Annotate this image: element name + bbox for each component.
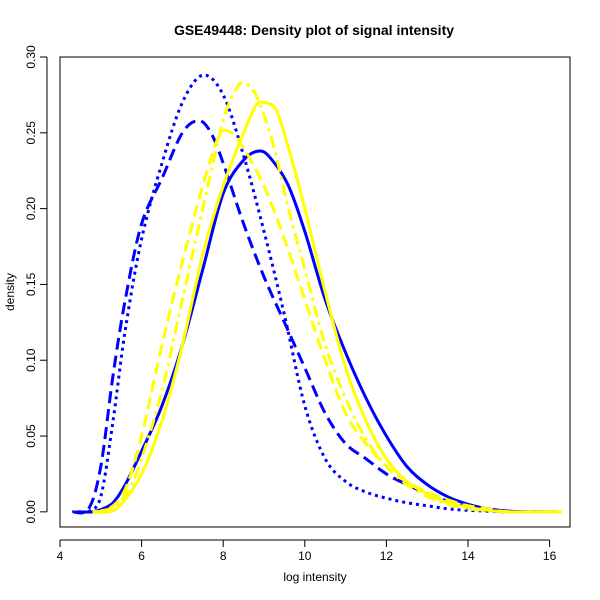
y-tick-label: 0.25 — [24, 121, 38, 145]
x-tick-label: 14 — [461, 549, 475, 563]
x-axis-label: log intensity — [283, 570, 346, 584]
x-axis: 4 6 8 10 12 14 16 — [57, 539, 557, 563]
plot-frame — [59, 56, 571, 528]
y-tick-label: 0.20 — [24, 197, 38, 221]
density-line-6 — [92, 81, 558, 514]
chart-title: GSE49448: Density plot of signal intensi… — [174, 22, 454, 38]
x-tick-label: 10 — [298, 549, 312, 563]
series-layer — [71, 73, 562, 515]
x-tick-label: 6 — [138, 549, 145, 563]
y-axis-label: density — [3, 273, 17, 311]
y-tick-label: 0.30 — [24, 45, 38, 69]
y-tick-label: 0.00 — [24, 500, 38, 524]
y-tick-label: 0.05 — [24, 424, 38, 448]
x-tick-label: 16 — [543, 549, 557, 563]
y-axis: 0.00 0.05 0.10 0.15 0.20 0.25 0.30 — [24, 45, 48, 524]
x-tick-label: 4 — [57, 549, 64, 563]
density-line-3 — [87, 73, 509, 514]
density-line-5 — [92, 128, 550, 514]
density-line-4 — [92, 100, 562, 514]
x-tick-label: 8 — [220, 549, 227, 563]
y-tick-label: 0.10 — [24, 348, 38, 372]
y-tick-label: 0.15 — [24, 272, 38, 296]
x-tick-label: 12 — [380, 549, 394, 563]
